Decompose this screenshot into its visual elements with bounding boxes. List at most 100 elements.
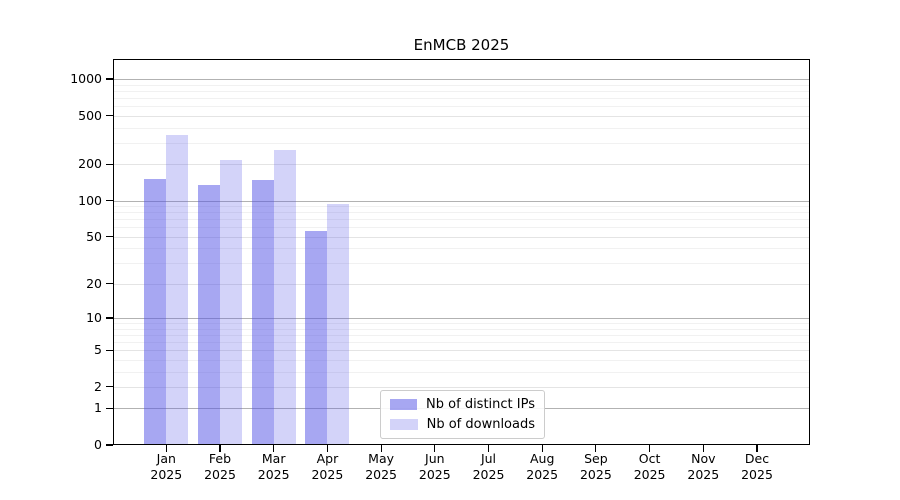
x-tick-label-oct: Oct 2025	[618, 451, 682, 482]
x-tick-month: Nov	[691, 451, 716, 466]
y-minor-gridline	[113, 371, 810, 373]
x-tick-label-mar: Mar 2025	[242, 451, 306, 482]
x-tick-label-feb: Feb 2025	[188, 451, 252, 482]
y-tick-mark	[106, 115, 113, 117]
plot-area	[113, 59, 810, 445]
y-tick-label: 1000	[70, 71, 102, 86]
y-tick-mark	[106, 349, 113, 351]
x-tick-year: 2025	[311, 466, 344, 482]
x-tick-label-sep: Sep 2025	[564, 451, 628, 482]
y-minor-gridline	[113, 106, 810, 108]
x-tick-mark	[649, 445, 651, 452]
y-tick-mark	[106, 386, 113, 388]
y-minor-gridline	[113, 334, 810, 336]
y-gridline	[113, 115, 810, 117]
y-tick-mark	[106, 236, 113, 238]
x-tick-month: Apr	[316, 451, 339, 466]
y-tick-label: 10	[86, 310, 102, 325]
x-tick-label-jan: Jan 2025	[134, 451, 198, 482]
x-tick-month: Mar	[261, 451, 286, 466]
y-tick-label: 20	[86, 275, 102, 291]
x-tick-mark	[219, 445, 221, 452]
y-tick-label: 50	[86, 228, 102, 244]
x-tick-label-dec: Dec 2025	[725, 451, 789, 482]
y-minor-gridline	[113, 263, 810, 265]
x-tick-mark	[326, 445, 328, 452]
y-tick-label: 2	[94, 378, 102, 394]
y-tick-mark	[106, 78, 113, 80]
x-tick-month: Jan	[156, 451, 176, 466]
y-minor-gridline	[113, 142, 810, 144]
legend-label-distinct-ips: Nb of distinct IPs	[426, 397, 535, 412]
x-tick-year: 2025	[472, 466, 505, 482]
x-tick-mark	[380, 445, 382, 452]
x-tick-mark	[487, 445, 490, 452]
x-tick-mark	[165, 445, 167, 452]
y-minor-gridline	[113, 227, 810, 229]
y-gridline	[113, 350, 810, 352]
x-tick-label-jul: Jul 2025	[457, 451, 521, 482]
y-gridline	[113, 164, 810, 166]
x-tick-year: 2025	[579, 466, 612, 482]
y-minor-gridline	[113, 127, 810, 129]
x-tick-month: Sep	[584, 451, 608, 466]
y-minor-gridline	[113, 323, 810, 324]
bar-downloads-feb	[220, 159, 242, 445]
x-tick-year: 2025	[150, 466, 183, 482]
x-tick-year: 2025	[204, 466, 236, 482]
y-tick-label: 1	[94, 400, 102, 416]
x-tick-month: Jul	[480, 451, 497, 466]
bar-downloads-apr	[327, 203, 350, 445]
chart-title: EnMCB 2025	[413, 36, 510, 54]
x-tick-year: 2025	[633, 466, 666, 482]
y-minor-gridline	[113, 219, 810, 221]
y-tick-label: 100	[78, 192, 102, 208]
y-minor-gridline	[113, 359, 810, 361]
y-decade-gridline	[113, 200, 810, 202]
x-tick-year: 2025	[687, 466, 720, 482]
y-tick-label: 0	[94, 437, 102, 452]
y-tick-mark	[106, 407, 113, 409]
y-decade-gridline	[113, 79, 810, 80]
bar-distinct-ips-feb	[198, 184, 220, 445]
x-tick-month: Feb	[208, 451, 232, 466]
y-tick-label: 500	[78, 107, 102, 123]
legend-entry-distinct-ips: Nb of distinct IPs	[390, 397, 535, 412]
x-tick-year: 2025	[418, 466, 451, 482]
legend-label-downloads: Nb of downloads	[426, 417, 535, 432]
x-tick-month: May	[368, 451, 395, 466]
x-tick-mark	[595, 445, 597, 452]
x-tick-mark	[541, 445, 543, 452]
x-tick-mark	[756, 445, 758, 452]
x-tick-year: 2025	[257, 466, 290, 482]
y-minor-gridline	[113, 97, 810, 99]
x-tick-label-jun: Jun 2025	[403, 451, 467, 482]
x-tick-mark	[702, 445, 704, 452]
y-decade-gridline	[113, 318, 810, 319]
x-tick-label-nov: Nov 2025	[671, 451, 735, 482]
y-gridline	[113, 386, 810, 388]
y-minor-gridline	[113, 328, 810, 330]
y-gridline	[113, 236, 810, 238]
y-tick-label: 200	[78, 156, 102, 172]
x-tick-month: Jun	[425, 451, 445, 466]
bar-distinct-ips-jan	[144, 179, 167, 445]
x-tick-month: Oct	[638, 451, 661, 466]
legend-entry-downloads: Nb of downloads	[390, 417, 535, 432]
legend-swatch-downloads	[390, 419, 418, 430]
y-gridline	[113, 283, 810, 285]
y-minor-gridline	[113, 212, 810, 214]
x-tick-label-apr: Apr 2025	[295, 451, 359, 482]
y-minor-gridline	[113, 206, 810, 208]
y-minor-gridline	[113, 248, 810, 250]
y-tick-label: 5	[94, 342, 102, 358]
bar-downloads-jan	[166, 135, 189, 445]
x-tick-month: Aug	[529, 451, 555, 466]
bar-distinct-ips-mar	[251, 179, 274, 445]
x-tick-year: 2025	[365, 466, 397, 482]
x-tick-year: 2025	[526, 466, 559, 482]
x-tick-label-aug: Aug 2025	[510, 451, 574, 482]
y-tick-mark	[106, 444, 113, 446]
x-tick-mark	[434, 445, 436, 452]
